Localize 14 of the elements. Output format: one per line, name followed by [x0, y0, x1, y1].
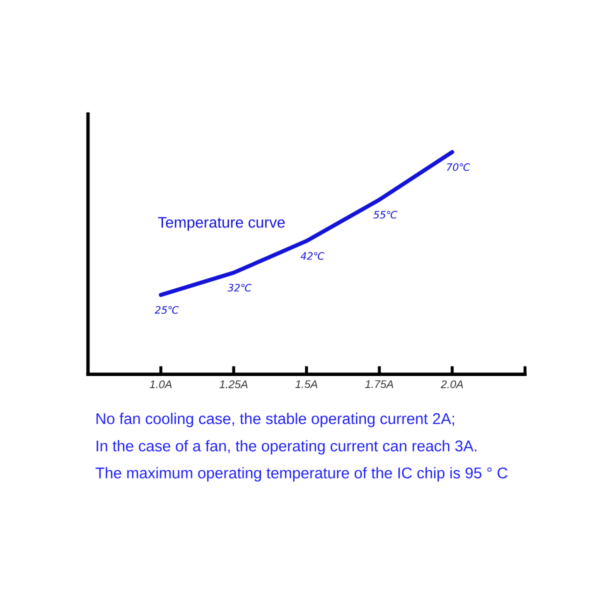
- x-tick-label: 1.0A: [150, 380, 172, 388]
- text: No fan cooling case, the stable operating current 2A;: [96, 412, 454, 428]
- x-tick-label: 1.75A: [365, 380, 394, 388]
- x-tick-label: 1.5A: [295, 380, 318, 388]
- data-label: 42℃: [300, 252, 324, 260]
- x-tick-label: 2.0A: [440, 380, 463, 388]
- x-tick-label: 1.25A: [220, 380, 248, 388]
- text: The maximum operating temperature of the IC chip is 95 ° C: [96, 467, 508, 482]
- data-label: 32℃: [228, 284, 252, 292]
- series-label: Temperature curve: [158, 217, 285, 231]
- data-label: 55℃: [373, 210, 398, 219]
- data-label: 70℃: [446, 163, 470, 171]
- data-label: 25℃: [154, 306, 179, 314]
- text: In the case of a fan, the operating current can reach 3A.: [96, 440, 476, 455]
